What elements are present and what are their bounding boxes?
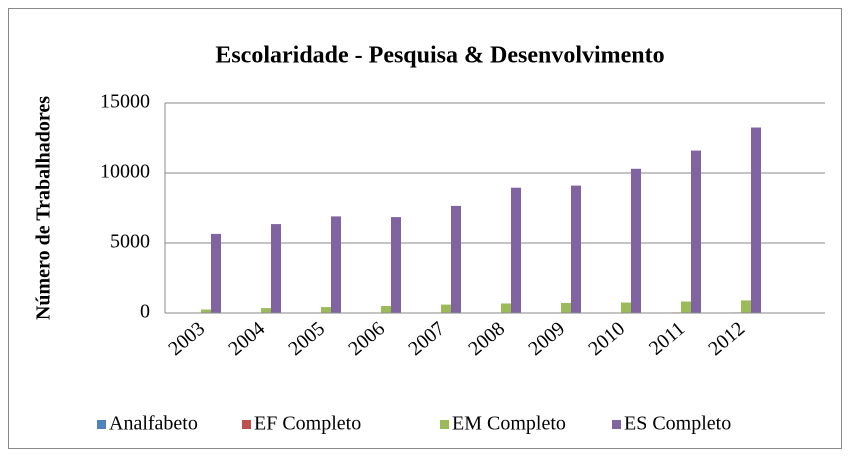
bar <box>691 150 701 313</box>
y-axis-label: Número de Trabalhadores <box>33 96 55 320</box>
chart-title: Escolaridade - Pesquisa & Desenvolviment… <box>215 43 664 69</box>
bar <box>261 308 271 313</box>
legend-swatch <box>612 420 621 429</box>
bar <box>451 205 461 313</box>
legend-swatch <box>97 420 106 429</box>
bar <box>631 168 641 313</box>
legend-label: ES Completo <box>624 413 731 435</box>
bar <box>561 302 571 313</box>
chart-border <box>8 8 842 449</box>
bar <box>741 300 751 313</box>
bar <box>681 301 691 313</box>
legend-swatch <box>242 420 251 429</box>
bar <box>391 217 401 313</box>
y-tick-label: 15000 <box>100 91 150 113</box>
bar <box>501 303 511 313</box>
bar <box>751 127 761 313</box>
bar <box>441 304 451 313</box>
bar <box>511 187 521 313</box>
bar <box>201 309 211 313</box>
legend-label: EM Completo <box>452 413 566 435</box>
bar <box>271 224 281 313</box>
legend-swatch <box>440 420 449 429</box>
y-tick-label: 10000 <box>100 161 150 183</box>
legend-label: EF Completo <box>254 413 361 435</box>
bar <box>211 233 221 313</box>
bar <box>571 185 581 313</box>
y-tick-label: 5000 <box>110 231 150 253</box>
legend-label: Analfabeto <box>109 413 198 435</box>
bar <box>331 216 341 313</box>
bar <box>381 306 391 313</box>
y-tick-label: 0 <box>140 301 150 323</box>
bar <box>321 307 331 313</box>
bar <box>621 302 631 313</box>
